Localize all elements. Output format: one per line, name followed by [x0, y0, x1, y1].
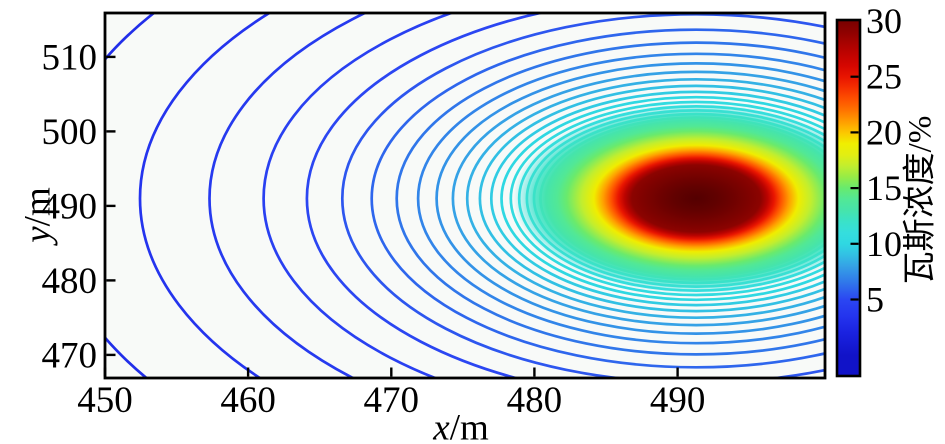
contour-ring: [370, 28, 825, 369]
x-axis-tick-label: 490: [650, 380, 706, 421]
contour-ring: [416, 52, 825, 345]
y-axis-tick-label: 500: [42, 112, 98, 153]
colorbar-tick-label: 10: [866, 224, 902, 264]
contour-ring: [262, 13, 456, 378]
contour-ring: [500, 95, 825, 302]
y-axis-tick-label: 470: [42, 335, 98, 376]
y-axis-tick-label: 490: [42, 186, 98, 227]
x-axis-label-variable: x: [433, 407, 450, 444]
contour-ring: [465, 77, 825, 320]
x-axis-tick-label: 460: [220, 380, 276, 421]
x-axis-label-unit: /m: [449, 407, 489, 444]
contour-ring: [395, 41, 825, 356]
x-axis-label: x/m: [433, 410, 489, 444]
contour-ring: [435, 62, 825, 335]
contour-ring: [305, 13, 547, 378]
colorbar-tick-label: 5: [866, 280, 884, 320]
colorbar-tick-label: 20: [866, 112, 902, 152]
contour-ring: [208, 13, 369, 378]
x-axis-tick-label: 470: [364, 380, 420, 421]
plot-border: [103, 11, 827, 380]
colorbar-tick-label: 25: [866, 57, 902, 97]
contour-ring: [451, 70, 825, 327]
y-axis-tick-label: 480: [42, 261, 98, 302]
contour-ring: [490, 90, 825, 307]
colorbar-gradient: [837, 20, 860, 376]
colorbar-border: [835, 18, 862, 378]
colorbar-tick-label: 30: [866, 1, 902, 41]
y-axis-tick-label: 510: [42, 37, 98, 78]
contour-ring: [509, 100, 825, 297]
y-axis-label: y/m: [17, 187, 59, 243]
contour-ring: [138, 13, 272, 378]
y-axis-label-unit: /m: [17, 187, 59, 227]
x-axis-tick-label: 450: [77, 380, 133, 421]
concentration-hotspot: [513, 103, 825, 294]
x-axis-tick-label: 480: [507, 380, 563, 421]
colorbar-label: 瓦斯浓度/%: [902, 115, 939, 285]
y-axis-label-variable: y: [17, 226, 59, 243]
contour-ring: [478, 84, 825, 313]
colorbar-tick-label: 15: [866, 168, 902, 208]
